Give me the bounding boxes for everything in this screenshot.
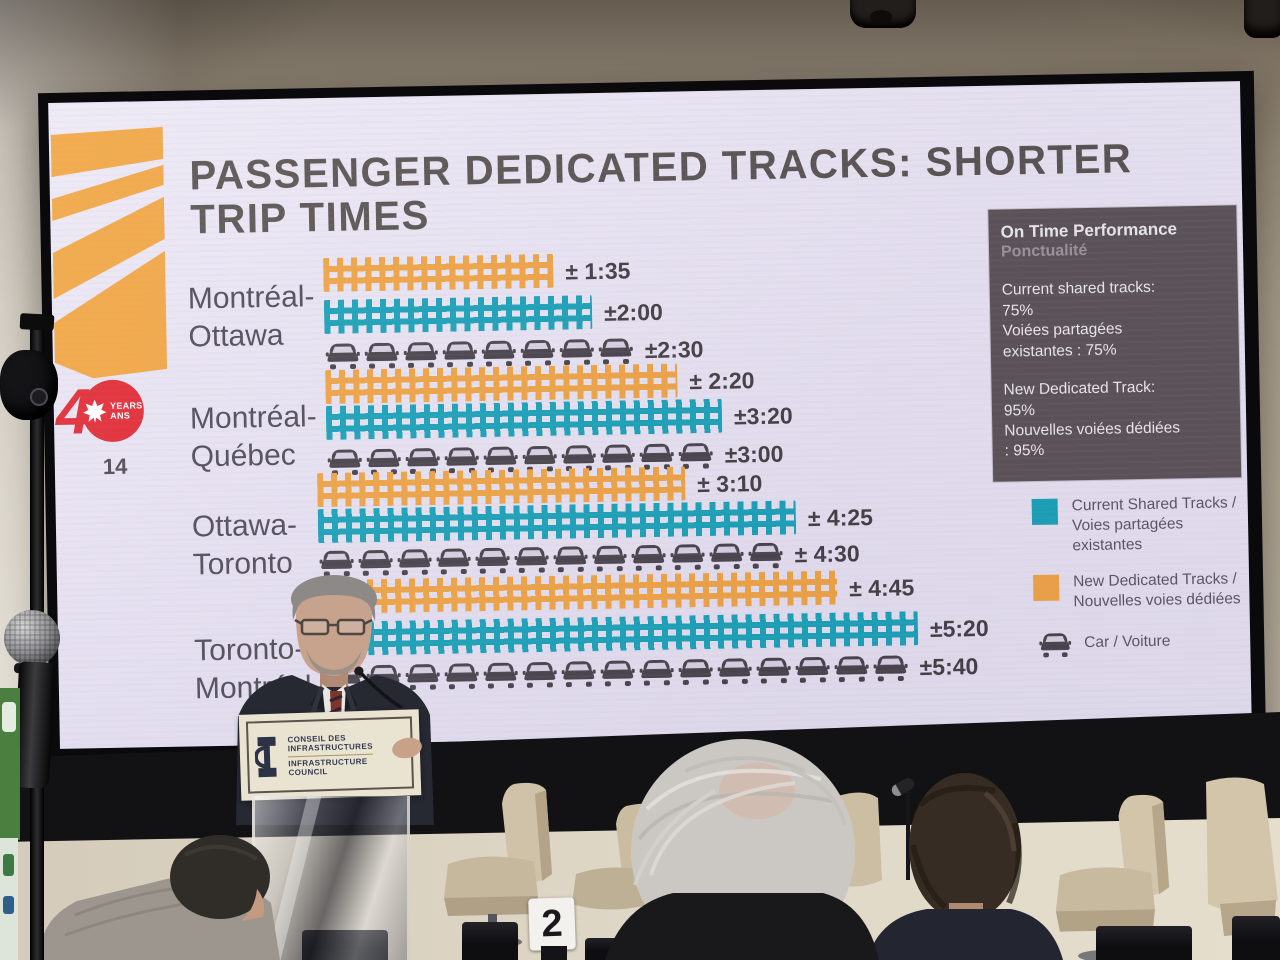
car-icon: [513, 543, 550, 574]
dedicated-track-bar: [323, 253, 554, 292]
car-icon: [552, 542, 589, 573]
car-icon: [474, 544, 511, 575]
car-icon: [833, 652, 870, 683]
seat-back: [462, 922, 518, 960]
presentation-screen: 4 YEARS ANS 14 PASSENGER DEDICATED TRACK…: [37, 70, 1267, 762]
otp-line: : 95%: [1004, 442, 1045, 460]
ptz-camera-icon: [0, 350, 58, 420]
legend-shared: Current Shared Tracks / Voies partagées e…: [1031, 493, 1249, 556]
car-icon: [560, 441, 597, 472]
time-label: ±5:20: [929, 614, 989, 642]
side-banner: [0, 688, 20, 840]
audience-member: [867, 773, 1063, 960]
audience-member: [40, 835, 280, 960]
time-label: ±3:00: [724, 440, 784, 468]
dedicated-track-bar: [325, 363, 678, 404]
slide: 4 YEARS ANS 14 PASSENGER DEDICATED TRACK…: [48, 81, 1252, 749]
time-label: ±2:00: [603, 298, 664, 326]
time-label: ± 4:30: [794, 540, 860, 568]
car-icon: [443, 443, 480, 474]
time-label: ± 4:45: [848, 574, 915, 602]
microphone-icon: [4, 610, 60, 666]
mic-stand: [906, 792, 910, 880]
car-icon: [442, 337, 479, 368]
car-icon: [638, 656, 675, 687]
time-label: ±5:40: [919, 653, 979, 681]
time-label: ± 4:25: [807, 503, 874, 532]
car-icon: [364, 339, 401, 370]
legend-dedicated: New Dedicated Tracks / Nouvelles voies dé…: [1032, 570, 1250, 614]
chart-legend: Current Shared Tracks / Voies partagées e…: [1031, 493, 1251, 675]
car-icon: [521, 658, 558, 689]
car-icon: [599, 440, 636, 471]
time-label: ± 1:35: [565, 257, 631, 285]
car-icon: [435, 544, 472, 575]
car-icon: [520, 336, 557, 367]
car-icon: [443, 659, 480, 690]
car-icon: [755, 653, 792, 684]
seat-back: [1232, 916, 1280, 960]
audience-member: [605, 739, 879, 960]
ceiling-fixture-icon: [1244, 0, 1280, 38]
car-icon: [747, 539, 784, 570]
infrastructure-council-logo-icon: [254, 736, 277, 778]
car-icon: [481, 336, 518, 367]
car-icon: [365, 445, 402, 476]
legend-car: Car / Voiture: [1034, 626, 1250, 658]
podium-line4: COUNCIL: [288, 767, 328, 778]
car-icon: [794, 653, 831, 684]
dedicated-track-bar: [316, 466, 686, 508]
car-icon: [598, 334, 635, 365]
car-icon: [560, 657, 597, 688]
car-icon: [325, 339, 362, 370]
car-icon: [1034, 629, 1077, 658]
shared-track-bar: [325, 398, 723, 440]
on-time-performance-box: On Time Performance Ponctualité Current …: [988, 205, 1242, 482]
via-rail-logo-icon: [50, 126, 168, 379]
car-icon: [403, 338, 440, 369]
car-icon: [326, 445, 363, 476]
car-icon: [404, 444, 441, 475]
car-icon: [591, 541, 628, 572]
shared-track-bar: [317, 500, 797, 544]
route-label: Montréal- Ottawa: [187, 280, 315, 353]
car-icon: [716, 654, 753, 685]
table-number-card: 2: [528, 897, 576, 951]
car-icon: [482, 442, 519, 473]
orange-swatch-icon: [1032, 575, 1060, 602]
car-icon: [677, 655, 714, 686]
podium-sign: CONSEIL DES INFRASTRUCTURES INFRASTRUCTU…: [238, 709, 422, 801]
rig-clamp: [19, 313, 55, 331]
car-icon: [482, 658, 519, 689]
car-icon: [599, 656, 636, 687]
car-icon: [559, 335, 596, 366]
time-label: ±3:20: [733, 402, 793, 430]
seat-back: [1096, 926, 1192, 960]
car-icon: [638, 440, 675, 471]
podium-line2: INFRASTRUCTURES: [287, 741, 373, 754]
shared-track-bar: [323, 295, 593, 334]
car-icon: [669, 540, 706, 571]
table-card-stand: [541, 946, 567, 960]
side-banner: [0, 838, 18, 960]
time-label: ±2:30: [644, 336, 704, 364]
car-icon: [521, 442, 558, 473]
time-label: ± 2:20: [689, 367, 755, 395]
route-label: Montréal- Québec: [189, 400, 317, 473]
car-icon: [708, 539, 745, 570]
teal-swatch-icon: [1031, 498, 1059, 526]
car-icon: [872, 651, 909, 682]
car-icon: [677, 439, 714, 470]
car-icon: [630, 541, 667, 572]
time-label: ± 3:10: [697, 469, 763, 498]
ceiling-speaker-icon: [850, 0, 916, 28]
